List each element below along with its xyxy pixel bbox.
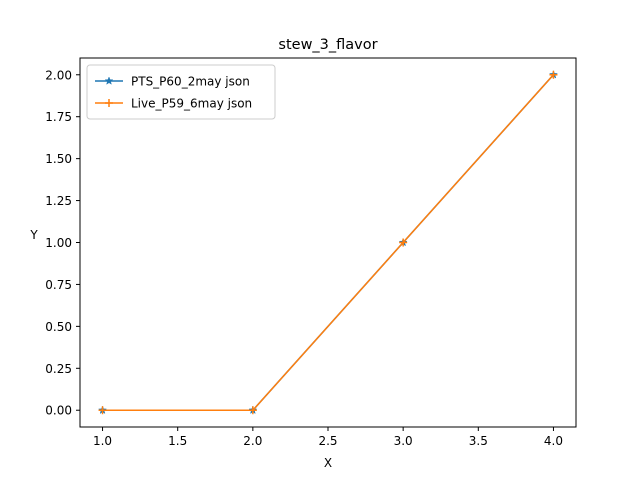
legend-label: Live_P59_6may json (131, 97, 252, 111)
series-lines (98, 70, 558, 415)
x-axis: 1.0 1.5 2.0 2.5 3.0 3.5 4.0 (93, 427, 563, 448)
legend-item: PTS_P60_2may json (95, 75, 250, 89)
x-tick-label: 1.0 (93, 434, 112, 448)
y-axis-label: Y (29, 228, 38, 242)
y-axis: 0.00 0.25 0.50 0.75 1.00 1.25 1.50 1.75 2.00 (45, 68, 80, 418)
legend-label: PTS_P60_2may json (131, 75, 250, 89)
legend-item: Live_P59_6may json (95, 97, 252, 111)
chart-title: stew_3_flavor (278, 37, 377, 53)
y-tick-label: 0.25 (45, 362, 72, 376)
x-tick-label: 2.0 (243, 434, 262, 448)
plot-frame (79, 57, 577, 428)
x-tick-label: 3.5 (469, 434, 488, 448)
x-tick-label: 3.0 (394, 434, 413, 448)
y-tick-label: 0.50 (45, 320, 72, 334)
plus-marker (549, 70, 558, 79)
y-tick-label: 0.75 (45, 278, 72, 292)
y-tick-label: 1.50 (45, 152, 72, 166)
x-axis-label: X (324, 456, 332, 470)
legend-box (86, 64, 276, 120)
x-tick-label: 1.5 (168, 434, 187, 448)
y-tick-label: 1.00 (45, 236, 72, 250)
plus-marker (98, 406, 107, 415)
x-tick-label: 2.5 (318, 434, 337, 448)
series-2 (98, 70, 558, 415)
series-line (102, 74, 555, 411)
legend: PTS_P60_2may json Live_P59_6may json (86, 64, 276, 120)
legend-marker (104, 76, 114, 85)
y-tick-label: 0.00 (45, 404, 72, 418)
y-tick-label: 1.75 (45, 110, 72, 124)
plus-marker (248, 406, 257, 415)
y-tick-label: 1.25 (45, 194, 72, 208)
plus-marker (399, 238, 408, 247)
legend-marker (105, 99, 113, 107)
x-tick-label: 4.0 (544, 434, 563, 448)
y-tick-label: 2.00 (45, 68, 72, 82)
